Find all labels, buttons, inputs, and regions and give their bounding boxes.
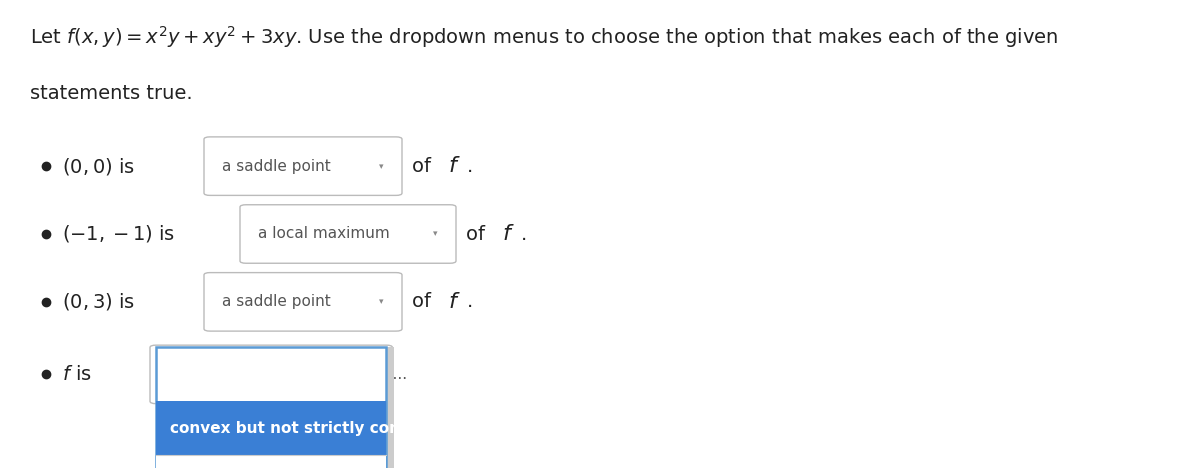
Text: of: of (412, 157, 437, 176)
Text: ▾: ▾ (433, 229, 438, 239)
Text: ▾: ▾ (379, 161, 384, 171)
Text: .: . (467, 157, 473, 176)
Text: $f$: $f$ (502, 224, 515, 244)
FancyBboxPatch shape (240, 205, 456, 263)
Text: statements true.: statements true. (30, 84, 193, 103)
Text: Let $f(x, y) = x^2y + xy^2 + 3xy$. Use the dropdown menus to choose the option t: Let $f(x, y) = x^2y + xy^2 + 3xy$. Use t… (30, 24, 1058, 51)
Text: ▾: ▾ (379, 297, 384, 307)
Text: $(0, 3)$ is: $(0, 3)$ is (62, 292, 136, 312)
Text: $(-1, -1)$ is: $(-1, -1)$ is (62, 224, 175, 244)
FancyBboxPatch shape (204, 137, 402, 195)
Text: ▲: ▲ (368, 370, 376, 379)
FancyBboxPatch shape (150, 345, 392, 403)
Text: .: . (521, 225, 527, 243)
FancyBboxPatch shape (204, 272, 402, 331)
FancyBboxPatch shape (160, 347, 394, 468)
Text: $(0, 0)$ is: $(0, 0)$ is (62, 156, 136, 176)
Text: a saddle point: a saddle point (222, 294, 331, 309)
FancyBboxPatch shape (156, 401, 386, 455)
FancyBboxPatch shape (156, 347, 386, 468)
FancyBboxPatch shape (156, 455, 386, 468)
Text: a saddle point: a saddle point (222, 159, 331, 174)
Text: a local maximum: a local maximum (258, 227, 390, 241)
Text: $f$: $f$ (448, 292, 461, 312)
Text: convex but not strictly convex: convex but not strictly convex (170, 421, 431, 436)
Text: neither convex nor strictly co...: neither convex nor strictly co... (168, 367, 407, 382)
Text: of: of (466, 225, 491, 243)
Text: $f$ is: $f$ is (62, 365, 92, 384)
Text: .: . (467, 292, 473, 311)
Text: of: of (412, 292, 437, 311)
Text: $f$: $f$ (448, 156, 461, 176)
